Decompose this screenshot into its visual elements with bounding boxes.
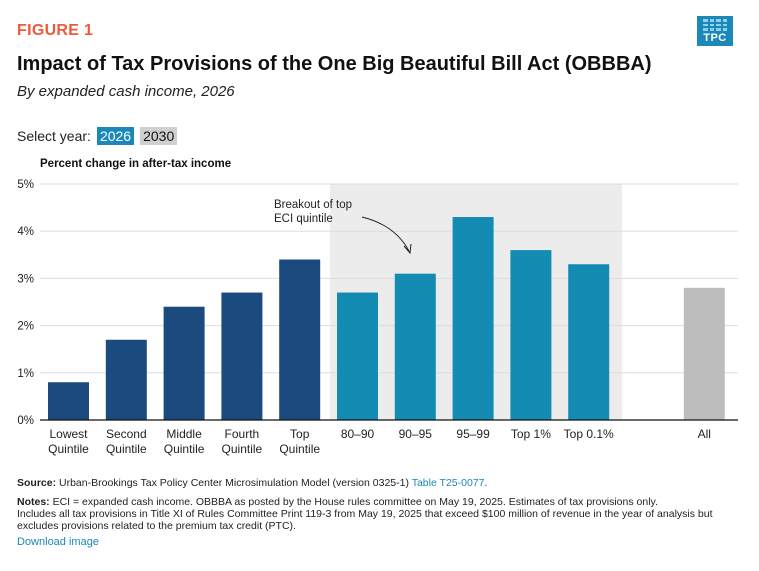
y-tick-label: 3%: [17, 273, 34, 285]
chart-title: Impact of Tax Provisions of the One Big …: [17, 53, 652, 75]
bar: [510, 250, 552, 420]
x-tick-label: Fourth: [225, 427, 260, 441]
x-tick-label: Quintile: [222, 442, 263, 456]
y-tick-label: 1%: [17, 368, 34, 380]
tpc-logo: TPC: [697, 16, 733, 46]
bar: [568, 264, 610, 420]
y-tick-label: 0%: [17, 415, 34, 427]
year-option-2026[interactable]: 2026: [96, 127, 135, 145]
x-tick-label: Quintile: [279, 442, 320, 456]
annotation-arrow: [361, 216, 410, 252]
annotation-text: Breakout of top: [274, 199, 352, 211]
notes-line-2: Includes all tax provisions in Title XI …: [17, 508, 713, 520]
bar: [394, 273, 436, 420]
x-tick-label: Quintile: [106, 442, 147, 456]
x-tick-label: Middle: [166, 427, 202, 441]
source-text: Urban-Brookings Tax Policy Center Micros…: [56, 477, 412, 489]
chart-subtitle: By expanded cash income, 2026: [17, 83, 235, 100]
y-axis-title: Percent change in after-tax income: [40, 158, 231, 170]
bar: [452, 217, 494, 420]
logo-text: TPC: [703, 32, 727, 44]
x-tick-label: 80–90: [341, 427, 375, 441]
bar: [105, 339, 147, 420]
x-tick-label: Lowest: [49, 427, 88, 441]
source-note: Source: Urban-Brookings Tax Policy Cente…: [17, 477, 487, 489]
bar: [279, 259, 321, 420]
y-tick-label: 4%: [17, 226, 34, 238]
year-option-2030[interactable]: 2030: [140, 127, 178, 145]
x-tick-label: All: [698, 427, 711, 441]
logo-grid-icon: [703, 19, 727, 31]
x-tick-label: 90–95: [399, 427, 433, 441]
bar: [683, 287, 725, 420]
source-label: Source:: [17, 477, 57, 489]
notes-line-3: excludes provisions related to the premi…: [17, 520, 296, 532]
x-tick-label: Second: [106, 427, 147, 441]
notes-line-1: ECI = expanded cash income. OBBBA as pos…: [49, 496, 658, 508]
bar: [337, 292, 378, 420]
year-selector-label: Select year:: [17, 128, 91, 144]
bar: [163, 306, 205, 420]
bar: [48, 382, 89, 420]
x-tick-label: 95–99: [456, 427, 490, 441]
year-selector: Select year: 2026 2030: [17, 127, 178, 145]
annotation-text: ECI quintile: [274, 213, 333, 225]
y-tick-label: 5%: [17, 179, 34, 191]
x-tick-label: Quintile: [48, 442, 89, 456]
figure-label: FIGURE 1: [17, 22, 94, 39]
x-tick-label: Top: [290, 427, 310, 441]
y-tick-label: 2%: [17, 321, 34, 333]
notes-label: Notes:: [17, 496, 50, 508]
x-tick-label: Quintile: [164, 442, 205, 456]
source-table-link[interactable]: Table T25-0077: [411, 477, 485, 489]
download-image-link[interactable]: Download image: [17, 536, 99, 548]
notes: Notes: ECI = expanded cash income. OBBBA…: [17, 496, 713, 532]
annotation-arrowhead: [403, 243, 412, 255]
x-tick-label: Top 1%: [511, 427, 551, 441]
bar-chart: Percent change in after-tax income 0% 1% 2%…: [17, 158, 738, 456]
source-end: .: [484, 477, 488, 489]
bar: [221, 292, 263, 420]
x-tick-label: Top 0.1%: [564, 427, 614, 441]
